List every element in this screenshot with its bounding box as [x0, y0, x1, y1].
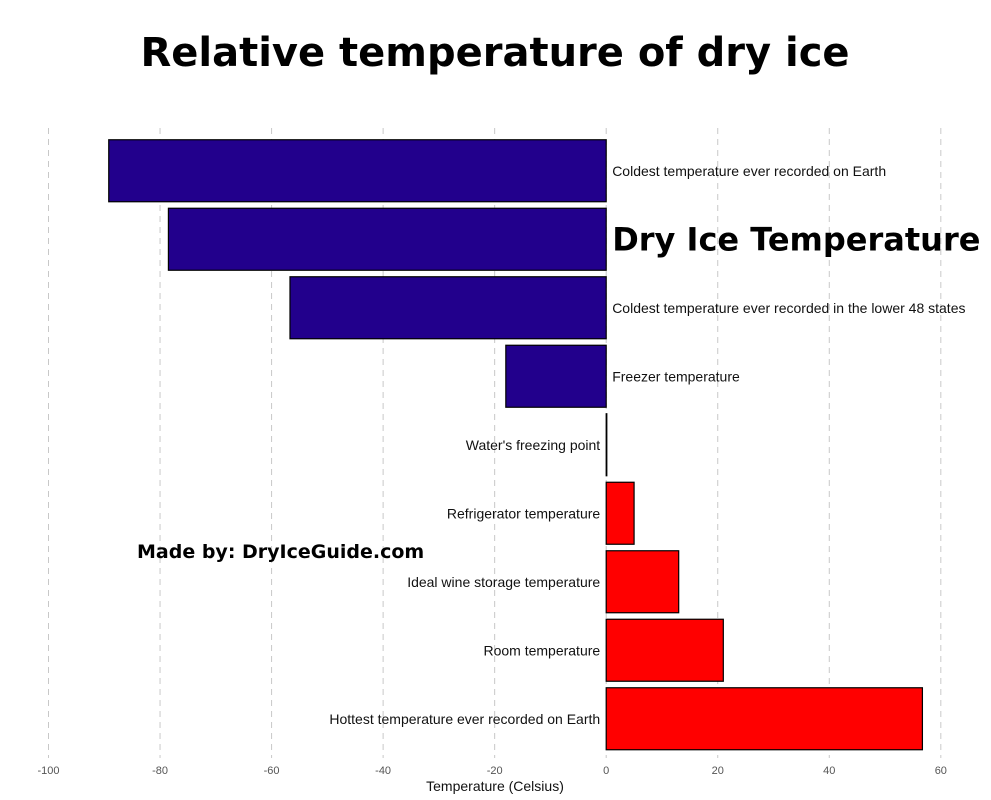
bar-label: Refrigerator temperature	[447, 505, 601, 521]
bar-label: Freezer temperature	[612, 368, 740, 384]
bars	[108, 139, 924, 751]
bar	[605, 413, 608, 477]
x-tick-label: -20	[487, 765, 503, 777]
chart-title: Relative temperature of dry ice	[140, 30, 849, 76]
bar-labels: Coldest temperature ever recorded on Ear…	[329, 163, 980, 727]
bar-label: Room temperature	[483, 642, 600, 658]
bar	[167, 207, 607, 271]
bar-label: Hottest temperature ever recorded on Ear…	[329, 711, 600, 727]
bar	[505, 344, 607, 408]
x-tick-label: 60	[935, 765, 947, 777]
x-tick-label: -100	[37, 765, 59, 777]
x-axis-ticks: -100 -80 -60 -40 -20 0 20 40 60	[37, 765, 946, 777]
bar	[289, 276, 607, 340]
bar	[108, 139, 607, 203]
bar-label: Coldest temperature ever recorded on Ear…	[612, 163, 886, 179]
x-tick-label: -40	[375, 765, 391, 777]
made-by-annotation: Made by: DryIceGuide.com	[137, 541, 424, 563]
bar-label: Ideal wine storage temperature	[407, 574, 600, 590]
x-axis-title: Temperature (Celsius)	[426, 778, 564, 794]
dry-ice-label: Dry Ice Temperature	[612, 220, 980, 258]
bar-label: Coldest temperature ever recorded in the…	[612, 300, 965, 316]
x-tick-label: -60	[264, 765, 280, 777]
x-tick-label: -80	[152, 765, 168, 777]
bar	[605, 618, 724, 682]
bar-label: Water's freezing point	[466, 437, 601, 453]
bar	[605, 481, 635, 545]
bar	[605, 687, 924, 751]
x-tick-label: 0	[603, 765, 609, 777]
x-tick-label: 20	[712, 765, 724, 777]
bar	[605, 550, 680, 614]
x-tick-label: 40	[823, 765, 835, 777]
